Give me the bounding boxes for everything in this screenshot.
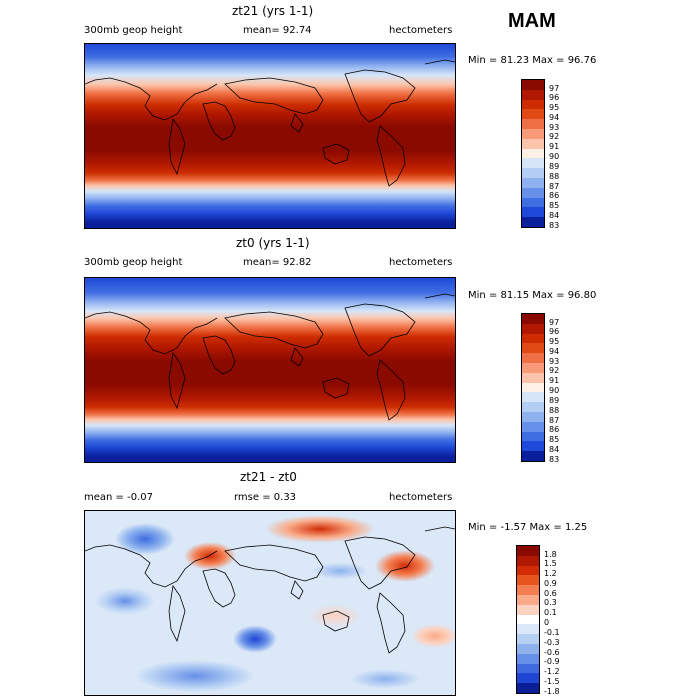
cbar-tick: 97: [549, 84, 560, 93]
map-difference: [84, 510, 456, 696]
cbar-tick: 94: [549, 113, 560, 122]
cbar-tick: 0.1: [544, 608, 557, 617]
minmax-label: Min = 81.15 Max = 96.80: [468, 290, 597, 301]
cbar-tick: -0.6: [544, 648, 560, 657]
coastline-overlay: [85, 59, 455, 187]
cbar-tick: 92: [549, 132, 560, 141]
cbar-tick: 0.6: [544, 589, 557, 598]
cbar-tick: 92: [549, 366, 560, 375]
cbar-tick: 91: [549, 142, 560, 151]
mean-label: mean = -0.07: [84, 492, 153, 503]
cbar-tick: 85: [549, 435, 560, 444]
cbar-tick: 87: [549, 182, 560, 191]
cbar-tick: 89: [549, 396, 560, 405]
cbar-tick: -1.2: [544, 667, 560, 676]
colorbar-zt21: [521, 79, 545, 228]
panel-title: zt21 - zt0: [240, 470, 297, 484]
cbar-tick: 84: [549, 211, 560, 220]
panel-title: zt0 (yrs 1-1): [236, 236, 310, 250]
cbar-tick: 94: [549, 347, 560, 356]
map-zt0: [84, 277, 456, 463]
cbar-tick: 1.5: [544, 559, 557, 568]
cbar-tick: 93: [549, 123, 560, 132]
cbar-tick: 90: [549, 152, 560, 161]
cbar-tick: -0.1: [544, 628, 560, 637]
variable-label: 300mb geop height: [84, 257, 183, 268]
variable-label: 300mb geop height: [84, 25, 183, 36]
cbar-tick: 91: [549, 376, 560, 385]
colorbar-difference: [516, 545, 540, 694]
cbar-tick: 93: [549, 357, 560, 366]
minmax-label: Min = -1.57 Max = 1.25: [468, 522, 588, 533]
season-label: MAM: [508, 10, 556, 32]
cbar-tick: 1.8: [544, 550, 557, 559]
cbar-tick: 96: [549, 93, 560, 102]
cbar-tick: -1.8: [544, 687, 560, 696]
mean-label: mean= 92.82: [243, 257, 312, 268]
map-zt21: [84, 43, 456, 229]
cbar-tick: 83: [549, 455, 560, 464]
mean-label: mean= 92.74: [243, 25, 312, 36]
cbar-tick: 83: [549, 221, 560, 230]
units-label: hectometers: [389, 492, 453, 503]
coastline-overlay: [85, 293, 455, 421]
cbar-tick: -1.5: [544, 677, 560, 686]
cbar-tick: 90: [549, 386, 560, 395]
cbar-tick: 87: [549, 416, 560, 425]
cbar-tick: -0.9: [544, 657, 560, 666]
panel-title: zt21 (yrs 1-1): [232, 4, 314, 18]
units-label: hectometers: [389, 257, 453, 268]
cbar-tick: 1.2: [544, 569, 557, 578]
rmse-label: rmse = 0.33: [234, 492, 297, 503]
colorbar-zt0: [521, 313, 545, 462]
cbar-tick: 86: [549, 191, 560, 200]
cbar-tick: 86: [549, 425, 560, 434]
cbar-tick: 0.3: [544, 598, 557, 607]
cbar-tick: 88: [549, 172, 560, 181]
cbar-tick: 89: [549, 162, 560, 171]
cbar-tick: 0: [544, 618, 550, 627]
cbar-tick: 0.9: [544, 579, 557, 588]
cbar-tick: 95: [549, 103, 560, 112]
coastline-overlay: [85, 526, 455, 654]
cbar-tick: -0.3: [544, 638, 560, 647]
cbar-tick: 95: [549, 337, 560, 346]
cbar-tick: 84: [549, 445, 560, 454]
cbar-tick: 96: [549, 327, 560, 336]
units-label: hectometers: [389, 25, 453, 36]
minmax-label: Min = 81.23 Max = 96.76: [468, 55, 597, 66]
cbar-tick: 88: [549, 406, 560, 415]
cbar-tick: 97: [549, 318, 560, 327]
cbar-tick: 85: [549, 201, 560, 210]
